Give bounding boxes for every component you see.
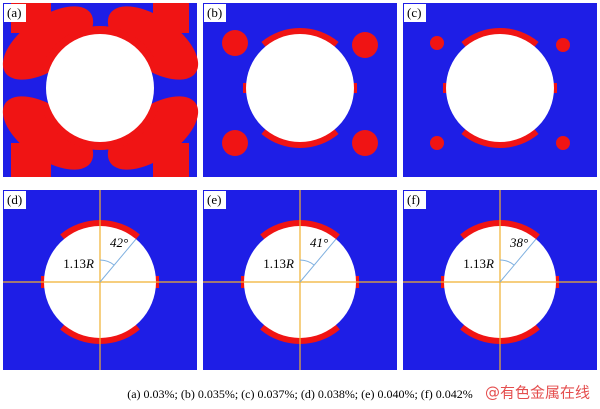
angle-label: 41° — [310, 235, 328, 250]
precipitate-blob — [556, 136, 570, 150]
radius-label: 1.13R — [63, 256, 94, 271]
precipitate-band — [153, 3, 189, 33]
label-box — [204, 4, 226, 22]
angle-arc — [299, 259, 315, 266]
radius-label: 1.13R — [263, 256, 294, 271]
angle-label: 42° — [110, 235, 128, 250]
precipitate-lobe — [2, 96, 94, 170]
label-box — [404, 191, 426, 209]
angle-label: 38° — [509, 235, 528, 250]
angle-ray — [499, 238, 537, 283]
radius-symbol: R — [285, 256, 294, 271]
panel-label: (a) — [7, 5, 21, 20]
precipitate-blob — [430, 36, 444, 50]
matrix-hole — [446, 34, 554, 142]
precipitate-band — [153, 143, 189, 177]
panel: 42° 1.13R (d) — [3, 190, 197, 370]
precipitate-stub — [352, 83, 357, 93]
watermark: @有色金属在线 — [485, 384, 590, 402]
angle-arc — [99, 259, 115, 266]
precipitate-band — [11, 143, 51, 177]
panel: 41° 1.13R (e) — [203, 190, 397, 370]
radius-number: 1.13 — [63, 256, 86, 271]
panel-label: (e) — [207, 192, 221, 207]
panel-label: (f) — [407, 192, 420, 207]
angle-ray — [299, 238, 337, 283]
panel: (b) — [203, 3, 397, 177]
panel-label: (b) — [207, 5, 222, 20]
precipitate-blob — [352, 32, 378, 58]
panel-label: (d) — [7, 192, 22, 207]
panel: (c) — [403, 3, 597, 177]
panel: 38° 1.13R (f) — [403, 190, 597, 370]
precipitate-lobe — [107, 96, 199, 170]
precipitate-stub — [443, 83, 448, 93]
precipitate-blob — [222, 30, 248, 56]
label-box — [4, 191, 26, 209]
precipitate-lobe — [107, 6, 199, 80]
precipitate-blob — [222, 130, 248, 156]
panel-label: (c) — [407, 5, 421, 20]
precipitate-stub — [243, 83, 248, 93]
precipitate-blob — [352, 130, 378, 156]
precipitate-blob — [430, 136, 444, 150]
label-box — [204, 191, 226, 209]
radius-number: 1.13 — [263, 256, 286, 271]
matrix-hole — [246, 34, 354, 142]
precipitate-lobe — [2, 6, 94, 80]
angle-ray — [99, 238, 137, 283]
angle-arc — [499, 259, 515, 266]
radius-number: 1.13 — [463, 256, 486, 271]
caption: (a) 0.03%; (b) 0.035%; (c) 0.037%; (d) 0… — [127, 387, 473, 401]
matrix-hole — [46, 34, 154, 142]
radius-symbol: R — [485, 256, 494, 271]
label-box — [404, 4, 426, 22]
radius-label: 1.13R — [463, 256, 494, 271]
precipitate-blob — [556, 38, 570, 52]
label-box — [4, 4, 26, 22]
precipitate-stub — [552, 83, 557, 93]
radius-symbol: R — [85, 256, 94, 271]
panel: (a) — [2, 3, 199, 177]
